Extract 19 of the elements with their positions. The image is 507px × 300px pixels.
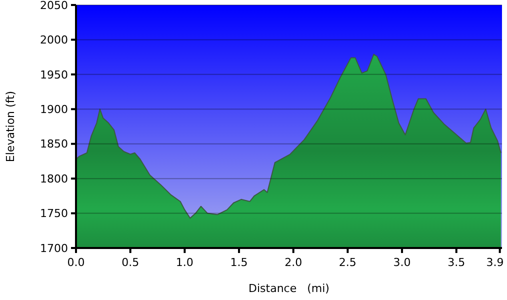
x-tick-label: 1.5 xyxy=(230,256,248,269)
x-tick-label: 2.0 xyxy=(284,256,302,269)
x-tick-label: 3.5 xyxy=(448,256,466,269)
y-tick-label: 2050 xyxy=(40,0,68,12)
y-axis-title: Elevation (ft) xyxy=(4,90,17,162)
x-axis-title: Distance (mi) xyxy=(248,282,330,295)
y-tick-label: 1850 xyxy=(40,138,68,151)
x-tick-label: 2.5 xyxy=(338,256,356,269)
y-tick-label: 1800 xyxy=(40,172,68,186)
x-tick-label: 0.0 xyxy=(67,256,85,269)
x-tick-label: 1.0 xyxy=(176,256,194,269)
y-tick-label: 1750 xyxy=(40,207,68,220)
y-tick-label: 1950 xyxy=(40,68,68,82)
x-tick-label: 0.5 xyxy=(122,256,140,269)
y-tick-label: 1900 xyxy=(40,102,68,116)
x-tick-label: 3.0 xyxy=(393,256,411,269)
y-tick-label: 1700 xyxy=(40,242,68,255)
y-tick-label: 2000 xyxy=(40,34,68,47)
x-tick-label: 3.9 xyxy=(486,256,504,269)
